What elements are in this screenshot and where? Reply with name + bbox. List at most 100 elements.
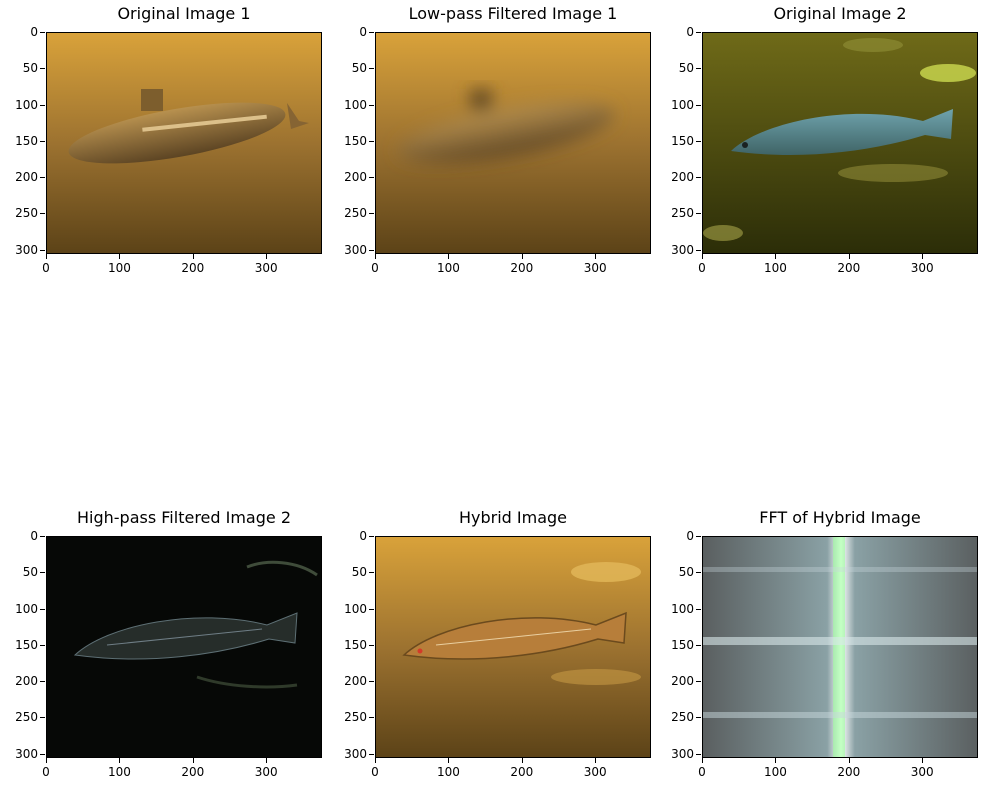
x-tick [702,254,703,259]
y-tick-label: 50 [679,565,694,579]
y-tick [696,213,701,214]
panel-original-image-2: Original Image 2 0 50 100 150 200 250 300 0 100 2… [702,32,978,254]
x-tick [193,758,194,763]
x-tick-label: 100 [108,765,131,779]
y-tick-label: 200 [15,170,38,184]
fft-image [702,536,978,758]
x-tick [448,758,449,763]
y-tick [40,609,45,610]
y-tick-label: 150 [344,638,367,652]
y-tick [40,681,45,682]
y-tick-label: 250 [344,206,367,220]
x-tick [775,758,776,763]
x-tick-label: 0 [698,261,706,275]
y-tick [696,536,701,537]
x-tick-label: 200 [181,765,204,779]
y-tick-label: 100 [15,98,38,112]
y-tick-label: 300 [344,243,367,257]
x-tick-label: 300 [584,765,607,779]
y-tick [40,250,45,251]
y-tick [40,213,45,214]
x-tick-label: 200 [837,261,860,275]
x-tick-label: 100 [437,765,460,779]
x-tick-label: 0 [371,765,379,779]
y-tick-label: 100 [344,602,367,616]
x-tick-label: 0 [42,261,50,275]
panel-title: Original Image 2 [702,4,978,24]
x-tick-label: 100 [764,261,787,275]
y-tick [696,141,701,142]
y-tick [369,717,374,718]
x-tick-label: 200 [510,261,533,275]
y-tick [696,177,701,178]
y-tick [369,536,374,537]
x-tick-label: 100 [437,261,460,275]
x-tick [849,254,850,259]
y-tick-label: 50 [23,565,38,579]
x-tick-label: 0 [698,765,706,779]
x-tick-label: 100 [108,261,131,275]
y-tick [369,645,374,646]
y-tick-label: 150 [15,638,38,652]
panel-fft-hybrid-image: FFT of Hybrid Image 0 50 100 150 200 250 300 0 1… [702,536,978,758]
x-tick [266,758,267,763]
x-tick [849,758,850,763]
y-tick [40,105,45,106]
y-tick-label: 200 [671,170,694,184]
y-tick [369,609,374,610]
y-tick [40,32,45,33]
y-tick [40,572,45,573]
y-tick [696,681,701,682]
x-tick [119,758,120,763]
panel-low-pass-image-1: Low-pass Filtered Image 1 0 50 100 150 200 25… [375,32,651,254]
y-tick-label: 100 [344,98,367,112]
y-tick-label: 250 [15,710,38,724]
y-tick [696,717,701,718]
y-tick-label: 0 [30,529,38,543]
x-tick-label: 200 [181,261,204,275]
x-tick [119,254,120,259]
x-tick-label: 300 [255,765,278,779]
x-tick [702,758,703,763]
y-tick [369,213,374,214]
x-tick-label: 300 [255,261,278,275]
x-tick [375,254,376,259]
y-tick [40,177,45,178]
x-tick-label: 200 [837,765,860,779]
panel-hybrid-image: Hybrid Image 0 50 100 150 200 250 300 0 100 200 30… [375,536,651,758]
y-tick [696,250,701,251]
y-tick [369,681,374,682]
x-tick-label: 0 [42,765,50,779]
x-tick [595,254,596,259]
x-tick-label: 100 [764,765,787,779]
y-tick-label: 200 [344,674,367,688]
y-tick [40,645,45,646]
y-tick-label: 50 [679,61,694,75]
panel-title: High-pass Filtered Image 2 [46,508,322,528]
y-tick [696,105,701,106]
y-tick-label: 50 [352,565,367,579]
y-tick [40,754,45,755]
fish-image [702,32,978,254]
y-tick [369,754,374,755]
panel-title: Original Image 1 [46,4,322,24]
y-tick [369,250,374,251]
submarine-image [46,32,322,254]
hybrid-image [375,536,651,758]
x-tick-label: 200 [510,765,533,779]
y-tick [369,141,374,142]
y-tick-label: 200 [344,170,367,184]
y-tick [369,572,374,573]
y-tick-label: 100 [671,98,694,112]
y-tick-label: 150 [671,638,694,652]
y-tick [696,572,701,573]
y-tick [696,68,701,69]
x-tick [46,254,47,259]
y-tick [696,645,701,646]
lowpass-image [375,32,651,254]
x-tick [522,254,523,259]
y-tick-label: 300 [671,747,694,761]
y-tick-label: 0 [359,25,367,39]
y-tick [696,754,701,755]
y-tick [40,141,45,142]
